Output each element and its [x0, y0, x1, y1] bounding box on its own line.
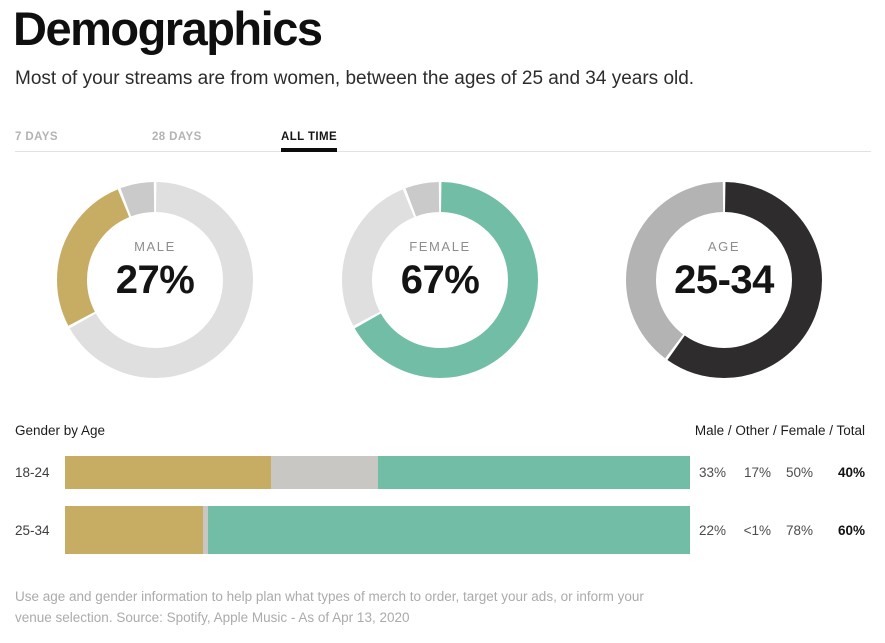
page-title: Demographics	[13, 2, 323, 55]
donut-segment-18-24	[626, 182, 822, 378]
donut-segment-male	[57, 182, 253, 378]
donut-age: AGE 25-34	[626, 182, 822, 378]
donut-segment-remainder	[57, 182, 253, 378]
tab-7-days[interactable]: 7 DAYS	[15, 131, 58, 143]
other-value: 17%	[743, 465, 771, 480]
tab-all-time[interactable]: ALL TIME	[281, 131, 338, 152]
tab-28-days[interactable]: 28 DAYS	[152, 131, 202, 143]
row-label-25-34: 25-34	[15, 523, 50, 538]
total-value: 40%	[837, 465, 865, 480]
donut-label: FEMALE	[409, 239, 471, 254]
row-values-18-24: 33% 17% 50% 40%	[690, 465, 865, 480]
footer-line-1: Use age and gender information to help p…	[15, 589, 644, 604]
donut-segment-remainder	[342, 182, 538, 378]
bar-segment-other	[271, 456, 378, 489]
donut-male-chart	[57, 182, 253, 378]
bar-segment-male	[65, 456, 272, 489]
tabs-divider	[15, 151, 871, 152]
donut-label: AGE	[707, 239, 741, 254]
donut-value: 67%	[400, 258, 480, 302]
donut-age-chart	[626, 182, 822, 378]
stacked-bar-25-34	[65, 506, 690, 554]
donut-value: 25-34	[674, 258, 774, 302]
donut-female-center: FEMALE 67%	[342, 182, 538, 378]
donut-value: 27%	[115, 258, 195, 302]
row-label-18-24: 18-24	[15, 465, 50, 480]
stacked-bar-18-24	[65, 456, 690, 489]
footer-note: Use age and gender information to help p…	[15, 586, 695, 628]
page-subtitle: Most of your streams are from women, bet…	[15, 68, 695, 89]
other-value: <1%	[743, 523, 771, 538]
female-value: 78%	[785, 523, 813, 538]
donut-segment-25-34	[626, 182, 822, 378]
male-value: 22%	[698, 523, 726, 538]
footer-line-2: venue selection. Source: Spotify, Apple …	[15, 610, 410, 625]
donut-male: MALE 27%	[57, 182, 253, 378]
bar-segment-female	[207, 506, 690, 554]
male-value: 33%	[698, 465, 726, 480]
donut-age-center: AGE 25-34	[626, 182, 822, 378]
donut-female-chart	[342, 182, 538, 378]
donut-male-center: MALE 27%	[57, 182, 253, 378]
total-value: 60%	[837, 523, 865, 538]
row-values-25-34: 22% <1% 78% 60%	[690, 523, 865, 538]
donut-label: MALE	[134, 239, 176, 254]
bar-segment-other	[202, 506, 208, 554]
bar-segment-male	[65, 506, 203, 554]
table-columns-header: Male / Other / Female / Total	[694, 423, 865, 438]
donut-segment-female	[342, 182, 538, 378]
bar-segment-female	[377, 456, 690, 489]
gender-by-age-title: Gender by Age	[15, 423, 106, 438]
donut-female: FEMALE 67%	[342, 182, 538, 378]
female-value: 50%	[785, 465, 813, 480]
time-range-tabs: 7 DAYS 28 DAYS ALL TIME	[15, 131, 871, 152]
